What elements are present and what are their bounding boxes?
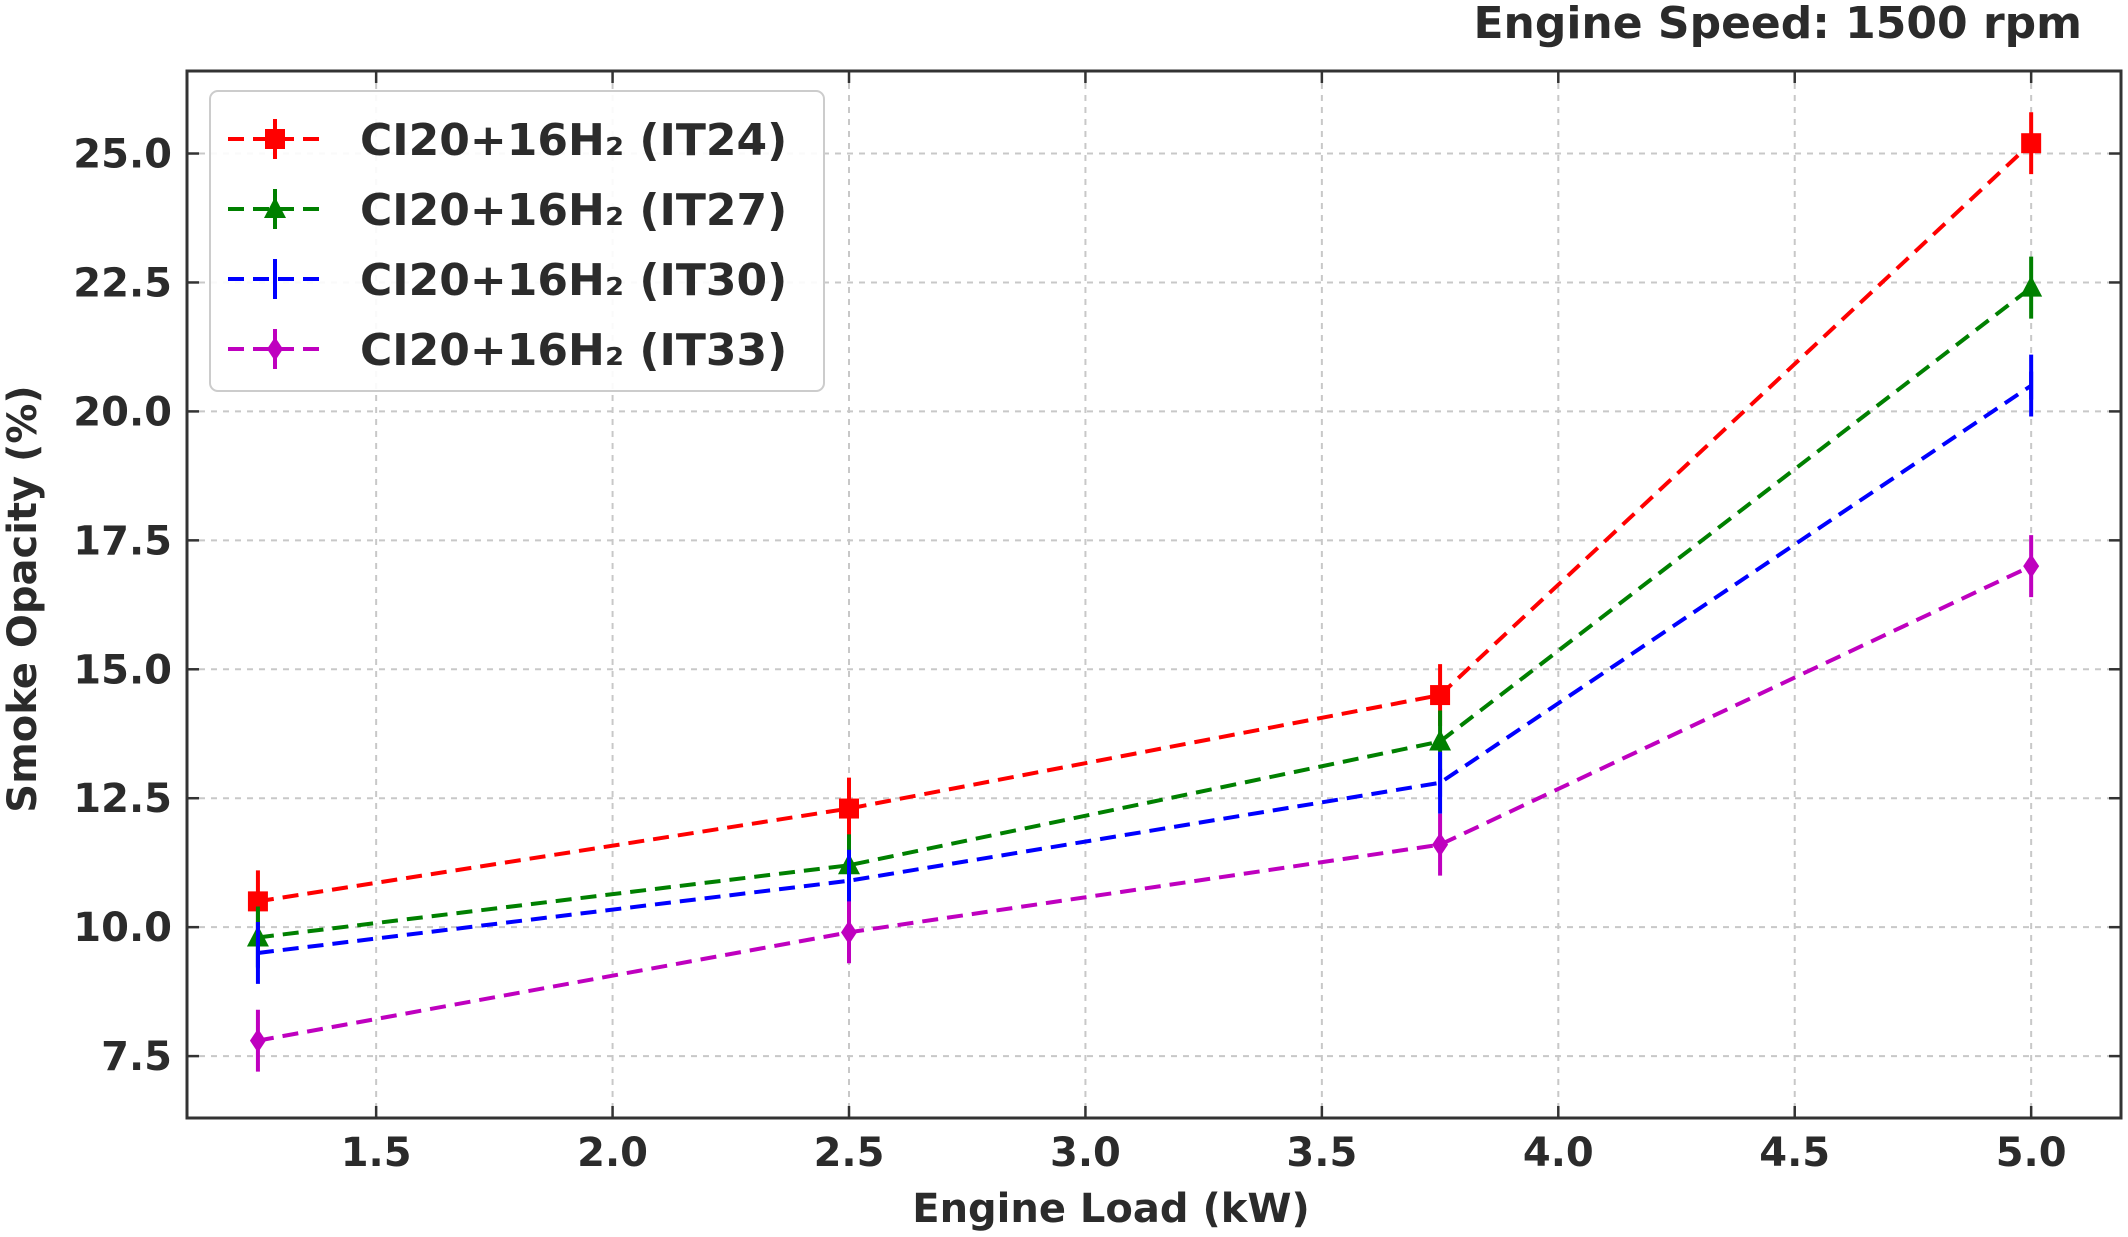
data-point bbox=[839, 798, 860, 819]
legend-marker bbox=[267, 337, 283, 361]
legend-label: CI20+16H₂ (IT24) bbox=[360, 115, 787, 166]
x-tick-label: 5.0 bbox=[1996, 1130, 2067, 1176]
data-point bbox=[2020, 275, 2043, 297]
y-tick-label: 25.0 bbox=[73, 132, 172, 178]
x-tick-label: 4.0 bbox=[1523, 1130, 1594, 1176]
legend-label: CI20+16H₂ (IT30) bbox=[360, 255, 787, 306]
plot-frame bbox=[185, 69, 2123, 1120]
data-point bbox=[841, 920, 858, 945]
legend-box bbox=[209, 90, 825, 392]
y-tick-label: 10.0 bbox=[73, 905, 172, 951]
x-tick-label: 3.0 bbox=[1050, 1130, 1121, 1176]
x-axis-label: Engine Load (kW) bbox=[912, 1186, 1309, 1232]
series-4 bbox=[249, 535, 2040, 1072]
y-tick-label: 7.5 bbox=[101, 1034, 172, 1080]
legend-label: CI20+16H₂ (IT33) bbox=[360, 325, 787, 376]
data-point bbox=[1432, 832, 1449, 857]
x-tick-label: 1.5 bbox=[341, 1130, 412, 1176]
x-tick-label: 4.5 bbox=[1759, 1130, 1830, 1176]
data-point bbox=[247, 891, 268, 912]
axis-ticks bbox=[187, 71, 2121, 1118]
y-tick-label: 22.5 bbox=[73, 260, 172, 306]
series-line bbox=[257, 141, 2033, 904]
y-tick-label: 12.5 bbox=[73, 776, 172, 822]
series-line bbox=[257, 383, 2033, 955]
series-layer bbox=[246, 112, 2043, 1072]
y-tick-label: 17.5 bbox=[73, 518, 172, 564]
legend: CI20+16H₂ (IT24) CI20+16H₂ (IT27) CI20+16H… bbox=[209, 90, 825, 392]
legend-marker bbox=[264, 197, 286, 218]
series-line bbox=[257, 564, 2033, 1043]
engine-speed-annotation: Engine Speed: 1500 rpm bbox=[1473, 0, 2082, 49]
data-point bbox=[2021, 133, 2042, 154]
series-1 bbox=[247, 112, 2042, 933]
x-tick-label: 2.5 bbox=[814, 1130, 885, 1176]
data-point bbox=[249, 1028, 266, 1053]
y-tick-label: 20.0 bbox=[73, 389, 172, 435]
tick-labels: 1.5 2.0 2.5 3.0 3.5 4.0 4.5 5.0 7.5 10.0 12.5 15.0 1… bbox=[73, 132, 2066, 1176]
data-point bbox=[2023, 554, 2040, 579]
y-tick-label: 15.0 bbox=[73, 647, 172, 693]
y-axis-label: Smoke Opacity (%) bbox=[0, 385, 46, 812]
data-point bbox=[1430, 685, 1451, 706]
legend-marker bbox=[265, 129, 285, 149]
data-point bbox=[1429, 729, 1452, 751]
x-tick-label: 2.0 bbox=[577, 1130, 648, 1176]
x-tick-label: 3.5 bbox=[1286, 1130, 1357, 1176]
legend-label: CI20+16H₂ (IT27) bbox=[360, 185, 787, 236]
